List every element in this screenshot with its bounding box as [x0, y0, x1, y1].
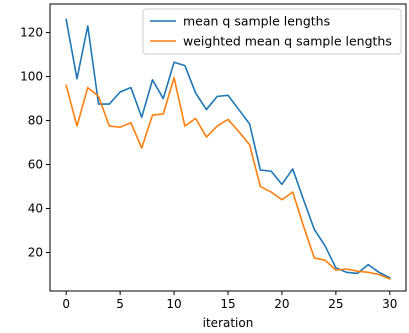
x-tick-label: 30	[382, 297, 397, 311]
series-line-2	[65, 76, 391, 280]
series-layer	[65, 18, 391, 280]
y-tick-label: 80	[28, 114, 43, 128]
x-tick-label: 0	[62, 297, 70, 311]
x-tick-label: 25	[328, 297, 343, 311]
y-tick-label: 100	[20, 70, 43, 84]
y-tick-label: 120	[20, 26, 43, 40]
legend-box	[142, 8, 402, 55]
x-tick-label: 10	[166, 297, 181, 311]
x-tick-label: 15	[220, 297, 235, 311]
ticks-layer: 0 5 10 15 20 25 30 20 40 60 80 100 120	[20, 26, 397, 311]
legend-label-2: weighted mean q sample lengths	[183, 34, 392, 49]
legend: mean q sample lengths weighted mean q sam…	[142, 8, 402, 55]
y-tick-label: 20	[28, 246, 43, 260]
y-tick-label: 40	[28, 202, 43, 216]
legend-label-1: mean q sample lengths	[183, 14, 330, 29]
x-tick-label: 5	[116, 297, 124, 311]
x-tick-label: 20	[274, 297, 289, 311]
x-axis-label: iteration	[203, 316, 254, 330]
y-tick-label: 60	[28, 158, 43, 172]
series-line-1	[65, 18, 391, 279]
